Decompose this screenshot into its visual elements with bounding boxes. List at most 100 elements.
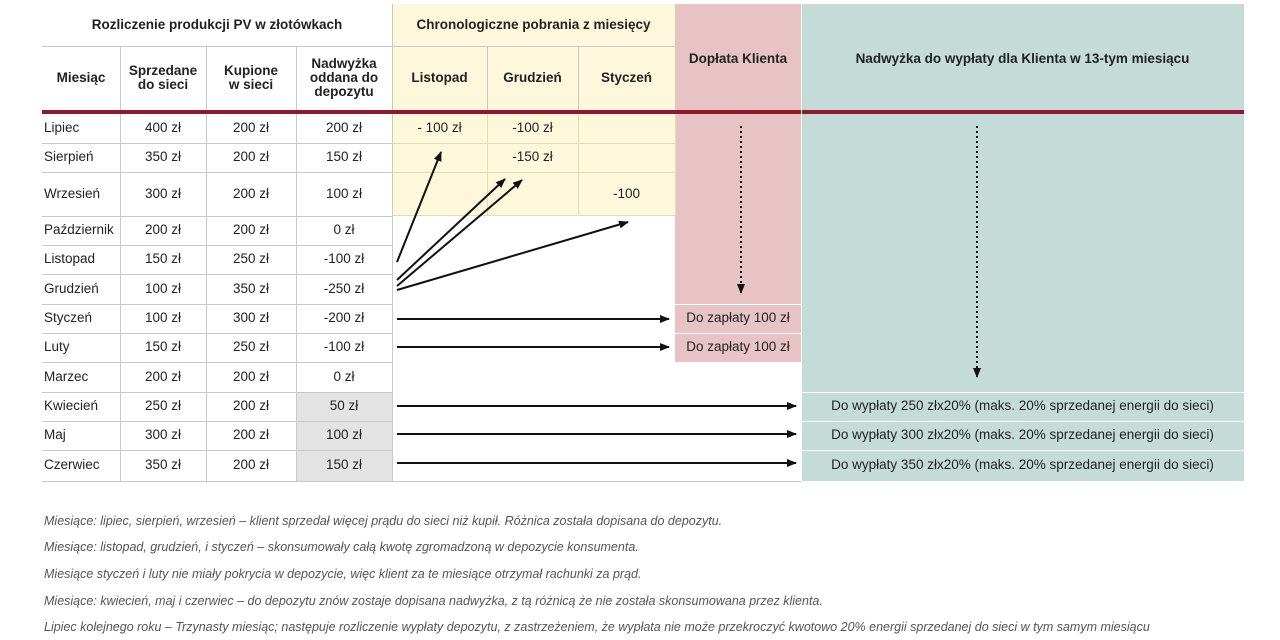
note-5: Lipiec kolejnego roku – Trzynasty miesią… xyxy=(44,620,1150,634)
cell-month: Czerwiec xyxy=(44,457,100,473)
cell-bought: 350 zł xyxy=(232,280,270,296)
cell-grudzien: -100 zł xyxy=(512,120,553,136)
cell-month: Wrzesień xyxy=(44,185,101,201)
cell-separator xyxy=(801,392,1244,393)
arrow-listopad-to-lipiec xyxy=(396,151,442,263)
cell-surplus: 100 zł xyxy=(325,185,363,201)
grid-hline xyxy=(42,245,392,246)
cell-month: Kwiecień xyxy=(44,398,99,414)
grid-vline xyxy=(296,114,297,481)
cell-grudzien: -150 zł xyxy=(512,149,553,165)
cell-surplus: 0 zł xyxy=(333,368,355,384)
cell-bought: 200 zł xyxy=(232,368,270,384)
cell-surplus: -200 zł xyxy=(323,310,365,326)
header-divider xyxy=(42,46,675,47)
cell-surplus: -100 zł xyxy=(323,251,365,267)
grid-vline xyxy=(206,114,207,481)
cell-doplata: Do zapłaty 100 zł xyxy=(686,310,790,326)
payout-column-bg xyxy=(801,4,1244,481)
cell-month: Listopad xyxy=(44,251,96,267)
cell-surplus: 50 zł xyxy=(329,398,359,414)
grid-vline xyxy=(392,114,393,481)
note-3: Miesiące styczeń i luty nie miały pokryc… xyxy=(44,567,642,581)
cell-month: Marzec xyxy=(44,368,89,384)
cell-bought: 200 zł xyxy=(232,398,270,414)
col-header-styczen: Styczeń xyxy=(600,69,653,85)
note-4: Miesiące: kwiecień, maj i czerwiec – do … xyxy=(44,594,823,608)
cell-sold: 400 zł xyxy=(144,120,182,136)
cell-payout: Do wypłaty 350 złx20% (maks. 20% sprzeda… xyxy=(831,457,1214,473)
grid-vline xyxy=(675,114,676,215)
cell-separator xyxy=(801,450,1244,451)
cell-bought: 200 zł xyxy=(232,457,270,473)
cell-sold: 300 zł xyxy=(144,185,182,201)
header-accent-bar xyxy=(42,110,1244,114)
cell-sold: 150 zł xyxy=(144,251,182,267)
grid-vline xyxy=(578,46,579,110)
cell-separator xyxy=(675,362,801,363)
cell-sold: 200 zł xyxy=(144,368,182,384)
cell-separator xyxy=(801,4,802,481)
cell-surplus: 0 zł xyxy=(333,222,355,238)
cell-surplus: 100 zł xyxy=(325,427,363,443)
cell-sold: 250 zł xyxy=(144,398,182,414)
cell-month: Luty xyxy=(44,339,70,355)
cell-separator xyxy=(675,304,801,305)
cell-month: Lipiec xyxy=(44,120,80,136)
grid-hline xyxy=(42,450,392,451)
cell-styczen: -100 xyxy=(612,185,641,201)
withdrawals-body-bg xyxy=(392,114,675,215)
table-bottom-border xyxy=(392,481,801,482)
cell-bought: 200 zł xyxy=(232,120,270,136)
surplus-highlight xyxy=(296,392,392,481)
cell-payout: Do wypłaty 250 złx20% (maks. 20% sprzeda… xyxy=(831,398,1214,414)
cell-bought: 250 zł xyxy=(232,339,270,355)
cell-month: Grudzień xyxy=(44,280,99,296)
cell-bought: 200 zł xyxy=(232,427,270,443)
cell-surplus: -250 zł xyxy=(323,280,365,296)
col-header-doplata: Dopłata Klienta xyxy=(688,50,788,66)
grid-hline xyxy=(392,215,675,216)
cell-separator xyxy=(801,421,1244,422)
cell-bought: 200 zł xyxy=(232,185,270,201)
cell-surplus: 200 zł xyxy=(325,120,363,136)
settlement-group-header: Rozliczenie produkcji PV w złotówkach xyxy=(91,16,343,32)
cell-sold: 150 zł xyxy=(144,339,182,355)
grid-hline xyxy=(42,481,392,482)
cell-sold: 350 zł xyxy=(144,149,182,165)
cell-sold: 100 zł xyxy=(144,310,182,326)
grid-vline xyxy=(392,4,393,114)
cell-surplus: -100 zł xyxy=(323,339,365,355)
col-header-bought: Kupione w sieci xyxy=(224,62,278,92)
cell-month: Styczeń xyxy=(44,310,93,326)
grid-hline xyxy=(42,172,392,173)
cell-month: Październik xyxy=(44,222,114,238)
grid-vline xyxy=(487,114,488,215)
grid-hline xyxy=(42,304,392,305)
cell-sold: 350 zł xyxy=(144,457,182,473)
grid-vline xyxy=(120,114,121,481)
cell-month: Maj xyxy=(44,427,66,443)
grid-hline xyxy=(42,143,392,144)
cell-surplus: 150 zł xyxy=(325,457,363,473)
grid-vline xyxy=(296,46,297,110)
cell-bought: 250 zł xyxy=(232,251,270,267)
col-header-listopad: Listopad xyxy=(411,69,468,85)
note-2: Miesiące: listopad, grudzień, i styczeń … xyxy=(44,540,639,554)
grid-vline xyxy=(120,46,121,110)
col-header-sold: Sprzedane do sieci xyxy=(128,62,198,92)
grid-hline xyxy=(42,421,392,422)
arrow-grudzien-to-wrzesien xyxy=(396,179,523,287)
grid-hline xyxy=(42,274,392,275)
col-header-grudzien: Grudzień xyxy=(503,69,562,85)
grid-vline xyxy=(206,46,207,110)
arrow-grudzien-to-sierpien xyxy=(396,178,506,281)
cell-sold: 300 zł xyxy=(144,427,182,443)
cell-sold: 100 zł xyxy=(144,280,182,296)
note-1: Miesiące: lipiec, sierpień, wrzesień – k… xyxy=(44,514,723,528)
cell-sold: 200 zł xyxy=(144,222,182,238)
col-header-payout: Nadwyżka do wypłaty dla Klienta w 13-tym… xyxy=(855,50,1190,66)
cell-separator xyxy=(675,333,801,334)
grid-vline xyxy=(578,114,579,215)
col-header-surplus: Nadwyżka oddana do depozytu xyxy=(309,55,379,100)
